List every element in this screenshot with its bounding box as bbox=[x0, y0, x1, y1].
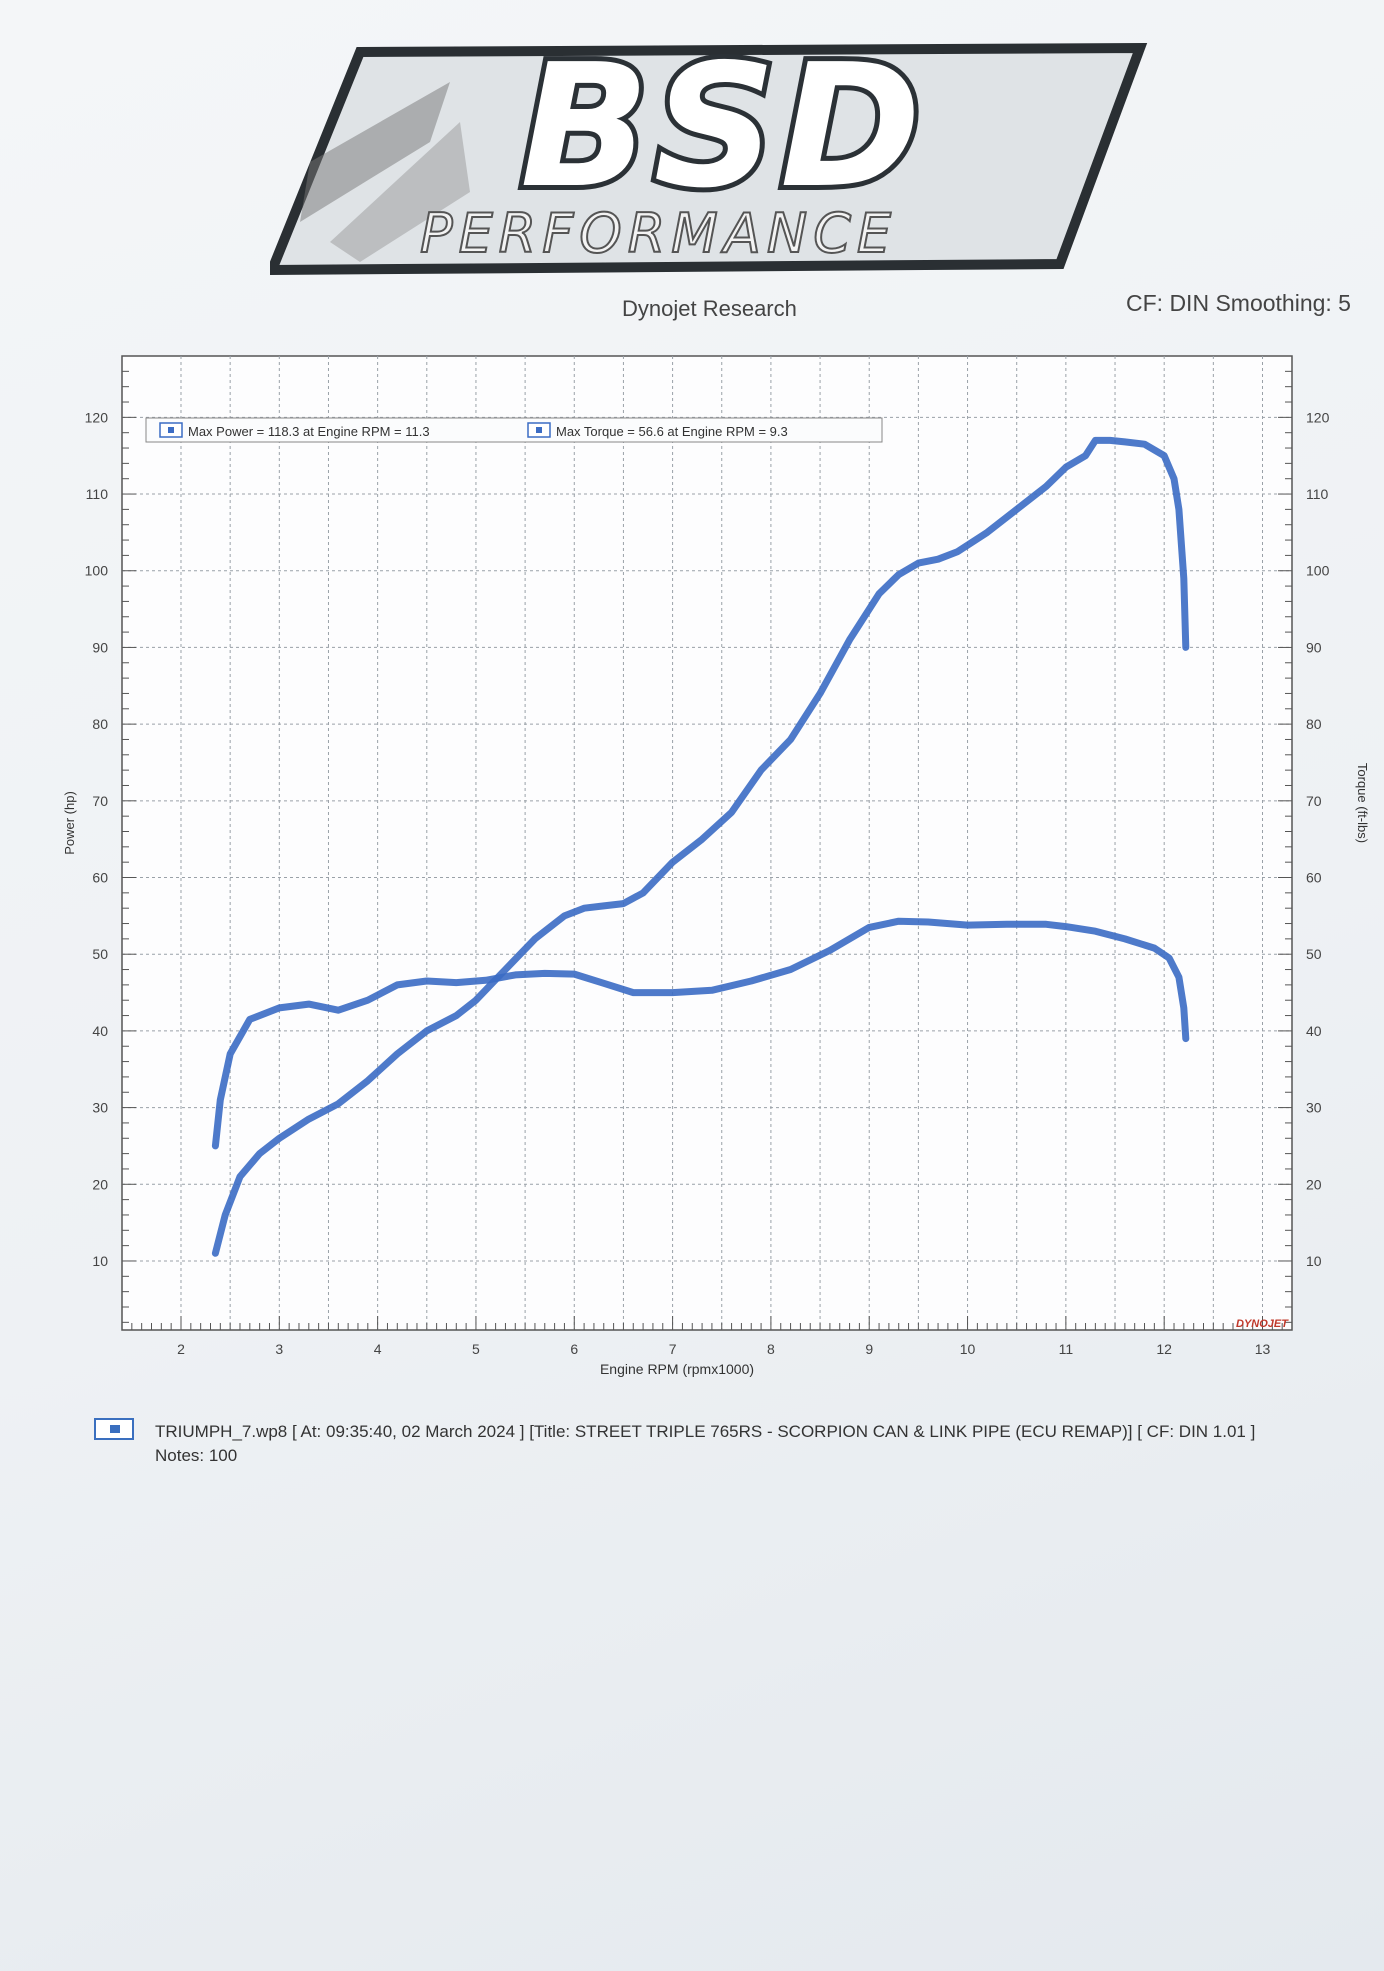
y-tick-label-right: 50 bbox=[1306, 946, 1322, 962]
bsd-performance-logo: BSD PERFORMANCE bbox=[270, 28, 1150, 282]
y-axis-label-left: Power (hp) bbox=[62, 791, 77, 855]
y-tick-label-right: 120 bbox=[1306, 409, 1330, 425]
y-tick-label-left: 80 bbox=[92, 716, 108, 732]
series-line-power bbox=[211, 436, 1190, 1257]
y-axis-label-right: Torque (ft-lbs) bbox=[1355, 763, 1370, 843]
y-tick-label-right: 40 bbox=[1306, 1023, 1322, 1039]
y-tick-label-right: 100 bbox=[1306, 563, 1330, 579]
y-tick-label-right: 80 bbox=[1306, 716, 1322, 732]
plot-area bbox=[121, 355, 1293, 1331]
y-tick-label-left: 110 bbox=[86, 486, 109, 502]
x-tick-label: 13 bbox=[1255, 1341, 1271, 1357]
logo-word: BSD bbox=[515, 28, 926, 226]
y-tick-label-left: 120 bbox=[85, 409, 109, 425]
y-tick-label-left: 30 bbox=[92, 1100, 108, 1116]
y-tick-label-right: 10 bbox=[1306, 1253, 1322, 1269]
x-tick-label: 4 bbox=[374, 1341, 382, 1357]
y-tick-label-right: 60 bbox=[1306, 870, 1322, 886]
x-tick-label: 3 bbox=[275, 1341, 283, 1357]
y-tick-label-left: 70 bbox=[92, 793, 108, 809]
legend-entry: Max Torque = 56.6 at Engine RPM = 9.3 bbox=[556, 424, 788, 439]
x-tick-label: 10 bbox=[960, 1341, 976, 1357]
y-tick-label-left: 10 bbox=[92, 1253, 108, 1269]
x-tick-label: 2 bbox=[177, 1341, 185, 1357]
x-tick-label: 6 bbox=[570, 1341, 578, 1357]
dynojet-watermark: DYNOJET bbox=[1236, 1318, 1289, 1330]
y-tick-label-left: 20 bbox=[92, 1176, 108, 1192]
x-tick-label: 7 bbox=[669, 1341, 677, 1357]
x-tick-label: 9 bbox=[865, 1341, 873, 1357]
run-notes: Notes: 100 bbox=[155, 1446, 238, 1465]
y-tick-label-right: 70 bbox=[1306, 793, 1322, 809]
chart-header-cf: CF: DIN Smoothing: 5 bbox=[1126, 290, 1351, 316]
y-tick-label-left: 40 bbox=[92, 1023, 108, 1039]
logo-subtitle: PERFORMANCE bbox=[419, 201, 898, 266]
legend-box bbox=[145, 417, 883, 443]
legend-entry: Max Power = 118.3 at Engine RPM = 11.3 bbox=[188, 424, 430, 439]
x-tick-label: 5 bbox=[472, 1341, 480, 1357]
series-line-torque bbox=[211, 917, 1190, 1150]
run-color-swatch[interactable] bbox=[94, 1418, 134, 1440]
y-tick-label-left: 90 bbox=[92, 639, 108, 655]
y-tick-label-right: 90 bbox=[1306, 639, 1322, 655]
legend-swatch-dot bbox=[168, 427, 174, 433]
x-tick-label: 11 bbox=[1059, 1341, 1074, 1357]
run-info: TRIUMPH_7.wp8 [ At: 09:35:40, 02 March 2… bbox=[155, 1422, 1256, 1441]
y-tick-label-left: 50 bbox=[92, 946, 108, 962]
y-tick-label-right: 30 bbox=[1306, 1100, 1322, 1116]
y-tick-label-right: 110 bbox=[1306, 486, 1329, 502]
chart-header-title: Dynojet Research bbox=[622, 296, 797, 321]
x-axis-label: Engine RPM (rpmx1000) bbox=[600, 1361, 754, 1377]
y-tick-label-right: 20 bbox=[1306, 1176, 1322, 1192]
dyno-chart: 10 10 20 20 30 30 40 40 50 50 60 60 70 70 80 80 90 90 100 1… bbox=[62, 355, 1370, 1377]
x-tick-label: 8 bbox=[767, 1341, 775, 1357]
x-tick-label: 12 bbox=[1156, 1341, 1172, 1357]
y-tick-label-left: 100 bbox=[85, 563, 109, 579]
y-tick-label-left: 60 bbox=[92, 870, 108, 886]
logo-badge-shape bbox=[270, 42, 1148, 276]
legend-swatch-dot bbox=[536, 427, 542, 433]
